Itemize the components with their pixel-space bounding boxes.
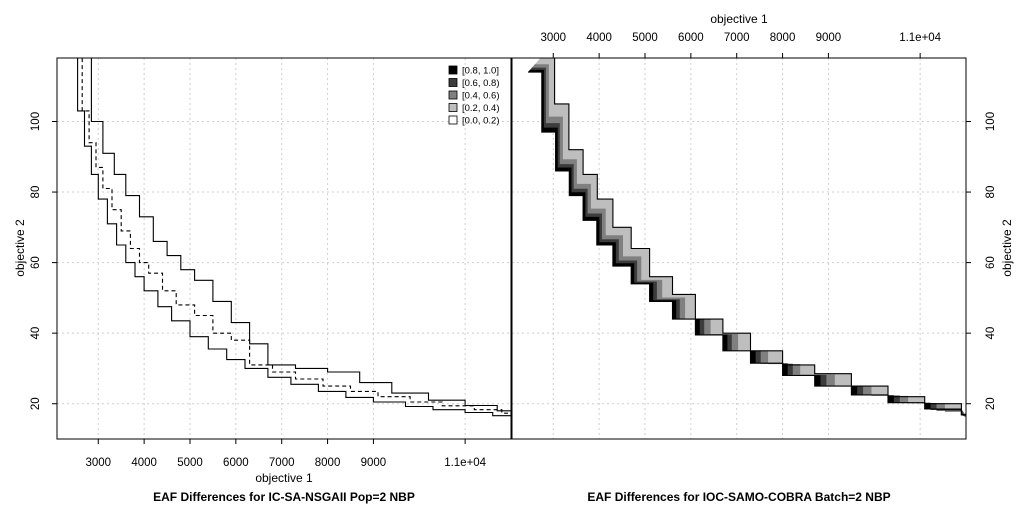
left-surface-line-1 bbox=[71, 58, 511, 418]
right-x-axis-ticks: 3000 4000 5000 6000 7000 8000 9000 1.1e+04 bbox=[540, 32, 942, 58]
x-tick-label: 7000 bbox=[724, 32, 750, 44]
y-tick-label: 60 bbox=[30, 256, 42, 269]
right-plot-area bbox=[512, 58, 966, 439]
x-tick-label: 9000 bbox=[361, 457, 387, 469]
right-panel-title: EAF Differences for IOC-SAMO-COBRA Batch… bbox=[587, 490, 890, 504]
y-tick-label: 80 bbox=[985, 186, 997, 199]
legend-swatch bbox=[448, 103, 458, 112]
x-tick-label: 6000 bbox=[678, 32, 704, 44]
right-panel: 3000 4000 5000 6000 7000 8000 9000 1.1e+04 20 40… bbox=[511, 12, 1014, 504]
y-tick-label: 80 bbox=[30, 186, 42, 199]
x-tick-label: 6000 bbox=[223, 457, 249, 469]
y-tick-label: 40 bbox=[985, 327, 997, 340]
x-tick-label: 4000 bbox=[586, 32, 612, 44]
x-tick-label: 4000 bbox=[131, 457, 157, 469]
y-tick-label: 20 bbox=[985, 397, 997, 410]
left-surface-line-3 bbox=[79, 58, 511, 415]
y-tick-label: 100 bbox=[985, 112, 997, 131]
legend-label: [0.4, 0.6) bbox=[462, 91, 500, 102]
x-tick-label: 9000 bbox=[816, 32, 842, 44]
y-tick-label: 100 bbox=[30, 112, 42, 131]
left-plot-border bbox=[56, 57, 512, 440]
y-tick-label: 60 bbox=[985, 256, 997, 269]
legend-swatch bbox=[448, 78, 458, 87]
x-tick-label: 5000 bbox=[177, 457, 203, 469]
legend-swatch bbox=[448, 65, 458, 75]
left-panel-title: EAF Differences for IC-SA-NSGAII Pop=2 N… bbox=[153, 490, 415, 504]
legend-label: [0.2, 0.4) bbox=[462, 103, 500, 114]
left-y-axis-ticks: 20 40 60 80 100 bbox=[30, 112, 57, 410]
legend-label: [0.6, 0.8) bbox=[462, 78, 500, 89]
left-panel: 3000 4000 5000 6000 7000 8000 9000 1.1e+04 20 40… bbox=[13, 57, 512, 504]
right-plot-border bbox=[511, 57, 967, 440]
legend-swatch bbox=[448, 115, 458, 125]
left-series-group bbox=[71, 58, 511, 418]
legend-label: [0.0, 0.2) bbox=[462, 116, 500, 127]
left-y-axis-title: objective 2 bbox=[13, 219, 27, 277]
left-x-axis-title: objective 1 bbox=[255, 471, 313, 485]
left-x-axis-ticks: 3000 4000 5000 6000 7000 8000 9000 1.1e+04 bbox=[85, 439, 487, 469]
x-tick-label: 5000 bbox=[632, 32, 658, 44]
right-series-group bbox=[528, 58, 966, 418]
right-surface-line-2 bbox=[540, 58, 966, 418]
y-tick-label: 20 bbox=[30, 397, 42, 410]
right-y-axis-title: objective 2 bbox=[1000, 219, 1014, 277]
right-y-axis-ticks: 20 40 60 80 100 bbox=[966, 112, 997, 410]
eaf-band-3 bbox=[528, 67, 966, 417]
right-eaf-bands bbox=[528, 58, 966, 418]
legend-label: [0.8, 1.0] bbox=[462, 66, 499, 77]
left-plot-area bbox=[57, 58, 511, 439]
legend: [0.8, 1.0][0.6, 0.8) [0.4, 0.6)[0.2, 0.4)… bbox=[448, 65, 500, 127]
y-tick-label: 40 bbox=[30, 327, 42, 340]
x-tick-label: 8000 bbox=[315, 457, 341, 469]
legend-swatch bbox=[448, 90, 458, 100]
left-surface-line-2 bbox=[75, 58, 511, 415]
x-tick-label: 1.1e+04 bbox=[899, 32, 941, 44]
x-tick-label: 8000 bbox=[770, 32, 796, 44]
eaf-band-4 bbox=[528, 69, 966, 417]
x-tick-label: 3000 bbox=[85, 457, 111, 469]
x-tick-label: 3000 bbox=[540, 32, 566, 44]
x-tick-label: 1.1e+04 bbox=[444, 457, 486, 469]
right-x-axis-title: objective 1 bbox=[710, 12, 768, 26]
x-tick-label: 7000 bbox=[269, 457, 295, 469]
